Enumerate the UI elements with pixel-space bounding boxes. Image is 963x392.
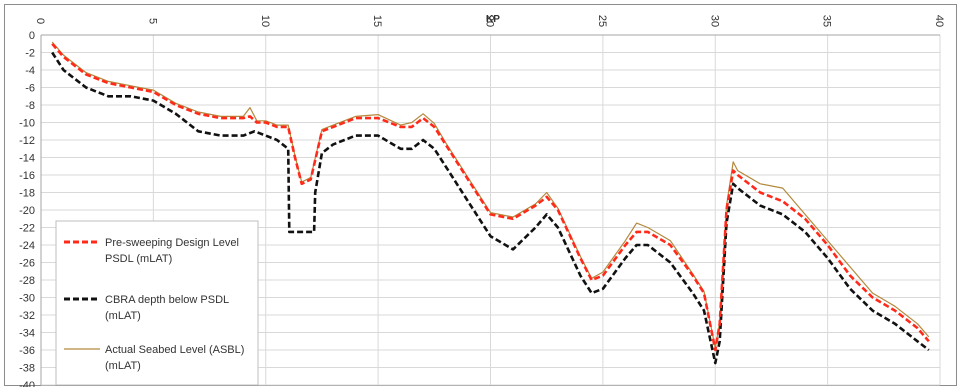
y-tick-label: -2 [25,48,35,60]
legend: Pre-sweeping Design Level PSDL (mLAT) CB… [55,220,259,386]
axis-layer: 0 -2 -4 -6 -8 -10 -12 -14 -16 -18 -20 -22 -24 -26 -28 -… [19,15,945,392]
legend-label-asbl-line2: (mLAT) [105,360,141,372]
x-tick-label: 30 [708,15,720,27]
chart-svg: 0 -2 -4 -6 -8 -10 -12 -14 -16 -18 -20 -22 -24 -26 -28 -… [19,14,945,392]
legend-label-cbra-line2: (mLAT) [105,310,141,322]
legend-label-asbl-line1: Actual Seabed Level (ASBL) [105,344,244,356]
y-tick-label: -40 [19,380,35,387]
y-tick-label: -30 [19,293,35,305]
y-tick-label: -26 [19,258,35,270]
y-tick-label: -16 [19,170,35,182]
y-tick-label: -36 [19,345,35,357]
y-tick-label: -34 [19,328,35,340]
legend-label-psdl-line1: Pre-sweeping Design Level [105,237,239,249]
x-tick-label: 35 [821,15,833,27]
y-tick-label: -38 [19,363,35,375]
x-tick-label: 20 [484,15,496,27]
x-tick-label: 15 [371,15,383,27]
series-line-psdl [51,42,930,352]
y-tick-label: -6 [25,83,35,95]
y-tick-label: -18 [19,188,35,200]
series-layer [51,41,930,365]
x-tick-label: 40 [933,15,945,27]
legend-label-psdl-line2: PSDL (mLAT) [105,253,172,265]
y-tick-label: -20 [19,205,35,217]
legend-item-psdl: Pre-sweeping Design Level PSDL (mLAT) [64,237,239,265]
chart-title: KP [486,14,500,25]
legend-box [55,220,259,386]
x-tick-label: 25 [596,15,608,27]
y-tick-label: -28 [19,275,35,287]
y-tick-label: -14 [19,153,35,165]
x-tick-label: 5 [146,18,158,24]
y-tick-label: -4 [25,65,35,77]
y-tick-label: -24 [19,240,35,252]
y-tick-label: -22 [19,223,35,235]
x-tick-label: 10 [259,15,271,27]
legend-item-asbl: Actual Seabed Level (ASBL) (mLAT) [64,344,244,372]
x-tick-label: 0 [34,18,46,24]
legend-label-cbra-line1: CBRA depth below PSDL [105,294,229,306]
chart-frame: 0 -2 -4 -6 -8 -10 -12 -14 -16 -18 -20 -22 -24 -26 -28 -… [4,4,957,392]
legend-item-cbra: CBRA depth below PSDL (mLAT) [64,294,229,322]
y-tick-label: 0 [29,30,35,42]
y-tick-label: -12 [19,135,35,147]
series-line-cbra [51,51,930,365]
y-tick-label: -8 [25,100,35,112]
y-tick-label: -10 [19,118,35,130]
y-tick-label: -32 [19,310,35,322]
